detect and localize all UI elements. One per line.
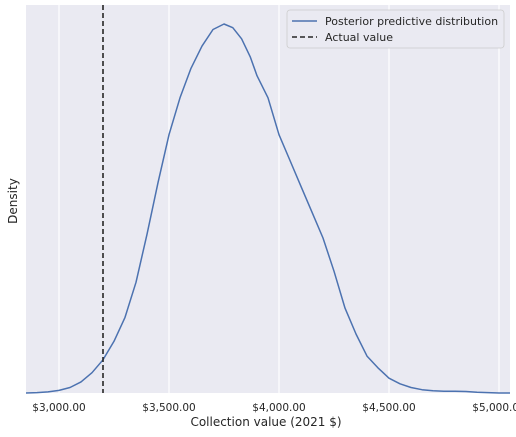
legend-label-posterior: Posterior predictive distribution [325, 15, 498, 28]
series-layer [25, 5, 510, 394]
x-tick-label-1: $3,500.00 [142, 402, 195, 414]
x-tick-label-2: $4,000.00 [252, 402, 305, 414]
x-tick-labels: $3,000.00 $3,500.00 $4,000.00 $4,500.00 $5,0… [32, 402, 516, 414]
x-tick-label-4: $5,000.00 [472, 402, 516, 414]
grid-lines [58, 5, 500, 393]
y-axis-label: Density [6, 178, 20, 224]
x-axis-label: Collection value (2021 $) [190, 415, 341, 429]
x-tick-label-0: $3,000.00 [32, 402, 85, 414]
plot-area [26, 5, 510, 393]
x-tick-label-3: $4,500.00 [362, 402, 415, 414]
legend-box [286, 9, 505, 49]
legend: Posterior predictive distribution Actual… [286, 9, 505, 49]
posterior-density-line [25, 23, 510, 394]
legend-label-actual: Actual value [325, 31, 393, 44]
